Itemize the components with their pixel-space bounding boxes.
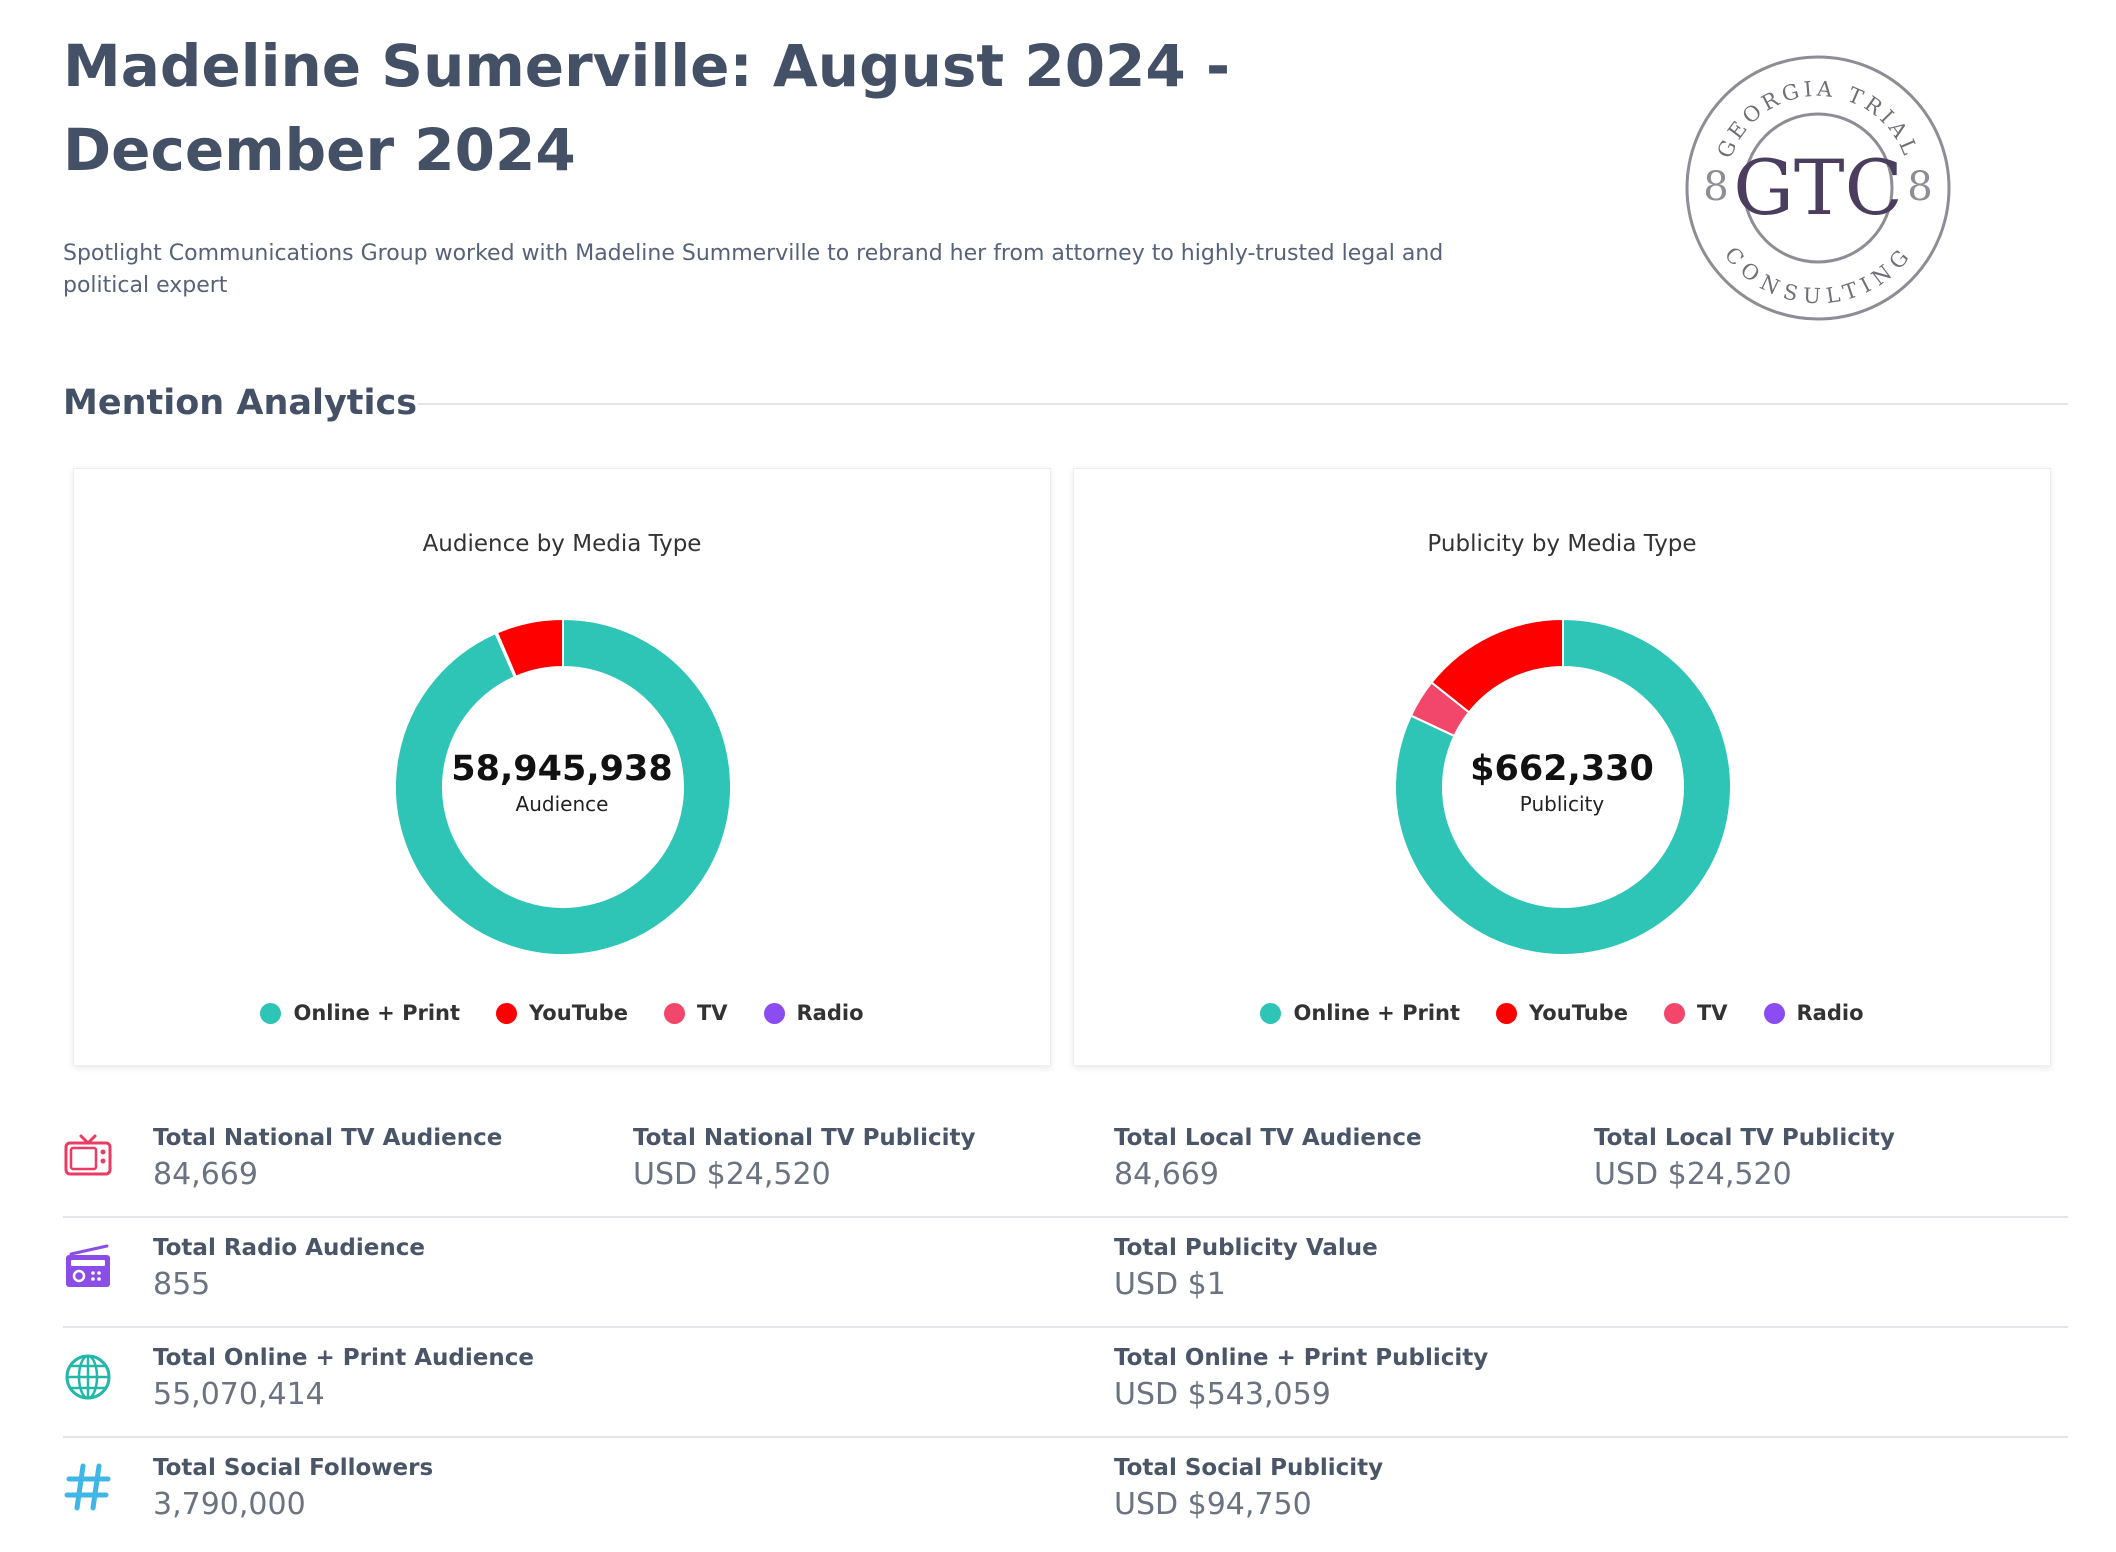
stat-national-tv-audience: Total National TV Audience 84,669 [153, 1122, 613, 1196]
stat-local-tv-audience: Total Local TV Audience 84,669 [1114, 1122, 1574, 1196]
stat-label: Total Local TV Publicity [1594, 1125, 1895, 1151]
stat-label: Total Online + Print Audience [153, 1345, 534, 1371]
svg-text:8: 8 [1907, 164, 1932, 210]
stat-label: Total Social Followers [153, 1455, 434, 1481]
youtube-swatch [1496, 1002, 1518, 1024]
youtube-swatch [496, 1002, 518, 1024]
stat-social-publicity: Total Social Publicity USD $94,750 [1114, 1452, 1574, 1526]
stat-label: Total Publicity Value [1114, 1235, 1378, 1261]
stat-label: Total Radio Audience [153, 1235, 425, 1261]
online-print-swatch [1260, 1002, 1282, 1024]
legend-item-youtube[interactable]: YouTube [496, 1001, 628, 1025]
chart-title: Audience by Media Type [422, 531, 702, 557]
stat-label: Total National TV Publicity [633, 1125, 976, 1151]
stat-label: Total Social Publicity [1114, 1455, 1384, 1481]
stat-value: 84,669 [1114, 1157, 1219, 1192]
legend-item-online-print[interactable]: Online + Print [1260, 1001, 1460, 1025]
stat-value: 3,790,000 [153, 1487, 306, 1522]
hashtag-icon [64, 1463, 111, 1511]
stat-value: 855 [153, 1267, 211, 1302]
legend-item-radio[interactable]: Radio [1763, 1001, 1864, 1025]
stat-value: USD $24,520 [633, 1157, 831, 1192]
chart-title: Publicity by Media Type [1427, 531, 1697, 557]
svg-text:GTC: GTC [1733, 143, 1903, 232]
audience-donut-chart [394, 617, 732, 956]
stat-row-radio: Total Radio Audience 855 Total Publicity… [63, 1218, 2068, 1328]
legend-label: TV [696, 1001, 728, 1025]
stat-social-followers: Total Social Followers 3,790,000 [153, 1452, 613, 1526]
svg-text:8: 8 [1703, 164, 1728, 210]
legend-label: Online + Print [1293, 1001, 1461, 1025]
stat-value: USD $94,750 [1114, 1487, 1312, 1522]
legend-item-tv[interactable]: TV [1663, 1001, 1728, 1025]
stat-value: USD $1 [1114, 1267, 1226, 1302]
stat-radio-audience: Total Radio Audience 855 [153, 1232, 613, 1306]
radio-swatch [763, 1002, 785, 1024]
publicity-donut-chart [1394, 617, 1732, 956]
chart-legend: Online + Print YouTube TV Radio [74, 1001, 1050, 1025]
donut-slice-online-print[interactable] [394, 617, 732, 956]
section-divider [418, 403, 2068, 405]
stat-label: Total Online + Print Publicity [1114, 1345, 1489, 1371]
stat-local-tv-publicity: Total Local TV Publicity USD $24,520 [1594, 1122, 2054, 1196]
legend-label: Radio [796, 1001, 864, 1025]
stat-publicity-value: Total Publicity Value USD $1 [1114, 1232, 1574, 1306]
stat-row-social: Total Social Followers 3,790,000 Total S… [63, 1438, 2068, 1548]
legend-item-tv[interactable]: TV [663, 1001, 728, 1025]
radio-icon [66, 1244, 110, 1287]
audience-chart-card: Audience by Media Type 58,945,938 Audien… [73, 468, 1051, 1066]
legend-item-radio[interactable]: Radio [763, 1001, 864, 1025]
radio-swatch [1763, 1002, 1785, 1024]
tv-swatch [1663, 1002, 1685, 1024]
online-print-swatch [260, 1002, 282, 1024]
stat-online-print-audience: Total Online + Print Audience 55,070,414 [153, 1342, 613, 1416]
donut-slice-online-print[interactable] [1394, 617, 1732, 956]
stat-row-tv: Total National TV Audience 84,669 Total … [63, 1108, 2068, 1218]
publicity-chart-card: Publicity by Media Type $662,330 Publici… [1073, 468, 2051, 1066]
stat-value: USD $543,059 [1114, 1377, 1331, 1412]
gtc-logo: GEORGIA TRIAL CONSULTING GTC 8 8 [1685, 55, 1951, 321]
legend-item-online-print[interactable]: Online + Print [260, 1001, 460, 1025]
legend-label: Online + Print [293, 1001, 461, 1025]
stat-national-tv-publicity: Total National TV Publicity USD $24,520 [633, 1122, 1093, 1196]
stat-row-online-print: Total Online + Print Audience 55,070,414… [63, 1328, 2068, 1438]
legend-item-youtube[interactable]: YouTube [1496, 1001, 1628, 1025]
section-title-mention-analytics: Mention Analytics [63, 383, 418, 423]
page-description: Spotlight Communications Group worked wi… [63, 241, 1444, 298]
legend-label: TV [1696, 1001, 1728, 1025]
tv-swatch [663, 1002, 685, 1024]
stat-label: Total National TV Audience [153, 1125, 503, 1151]
stat-value: USD $24,520 [1594, 1157, 1792, 1192]
publicity-total-value: $662,330 [1470, 749, 1654, 789]
donut-slice-youtube[interactable] [1430, 617, 1564, 714]
legend-label: Radio [1796, 1001, 1864, 1025]
page-title: Madeline Sumerville: August 2024 - Decem… [63, 32, 1231, 184]
stat-value: 55,070,414 [153, 1377, 325, 1412]
legend-label: YouTube [529, 1001, 628, 1025]
legend-label: YouTube [1529, 1001, 1628, 1025]
tv-icon [64, 1134, 112, 1176]
globe-icon [65, 1354, 111, 1400]
stat-label: Total Local TV Audience [1114, 1125, 1422, 1151]
audience-total-value: 58,945,938 [451, 749, 673, 789]
donut-slice-youtube[interactable] [495, 617, 564, 678]
publicity-total-label: Publicity [1519, 792, 1605, 816]
chart-legend: Online + Print YouTube TV Radio [1074, 1001, 2050, 1025]
stat-online-print-publicity: Total Online + Print Publicity USD $543,… [1114, 1342, 1574, 1416]
stat-value: 84,669 [153, 1157, 258, 1192]
audience-total-label: Audience [515, 792, 609, 816]
